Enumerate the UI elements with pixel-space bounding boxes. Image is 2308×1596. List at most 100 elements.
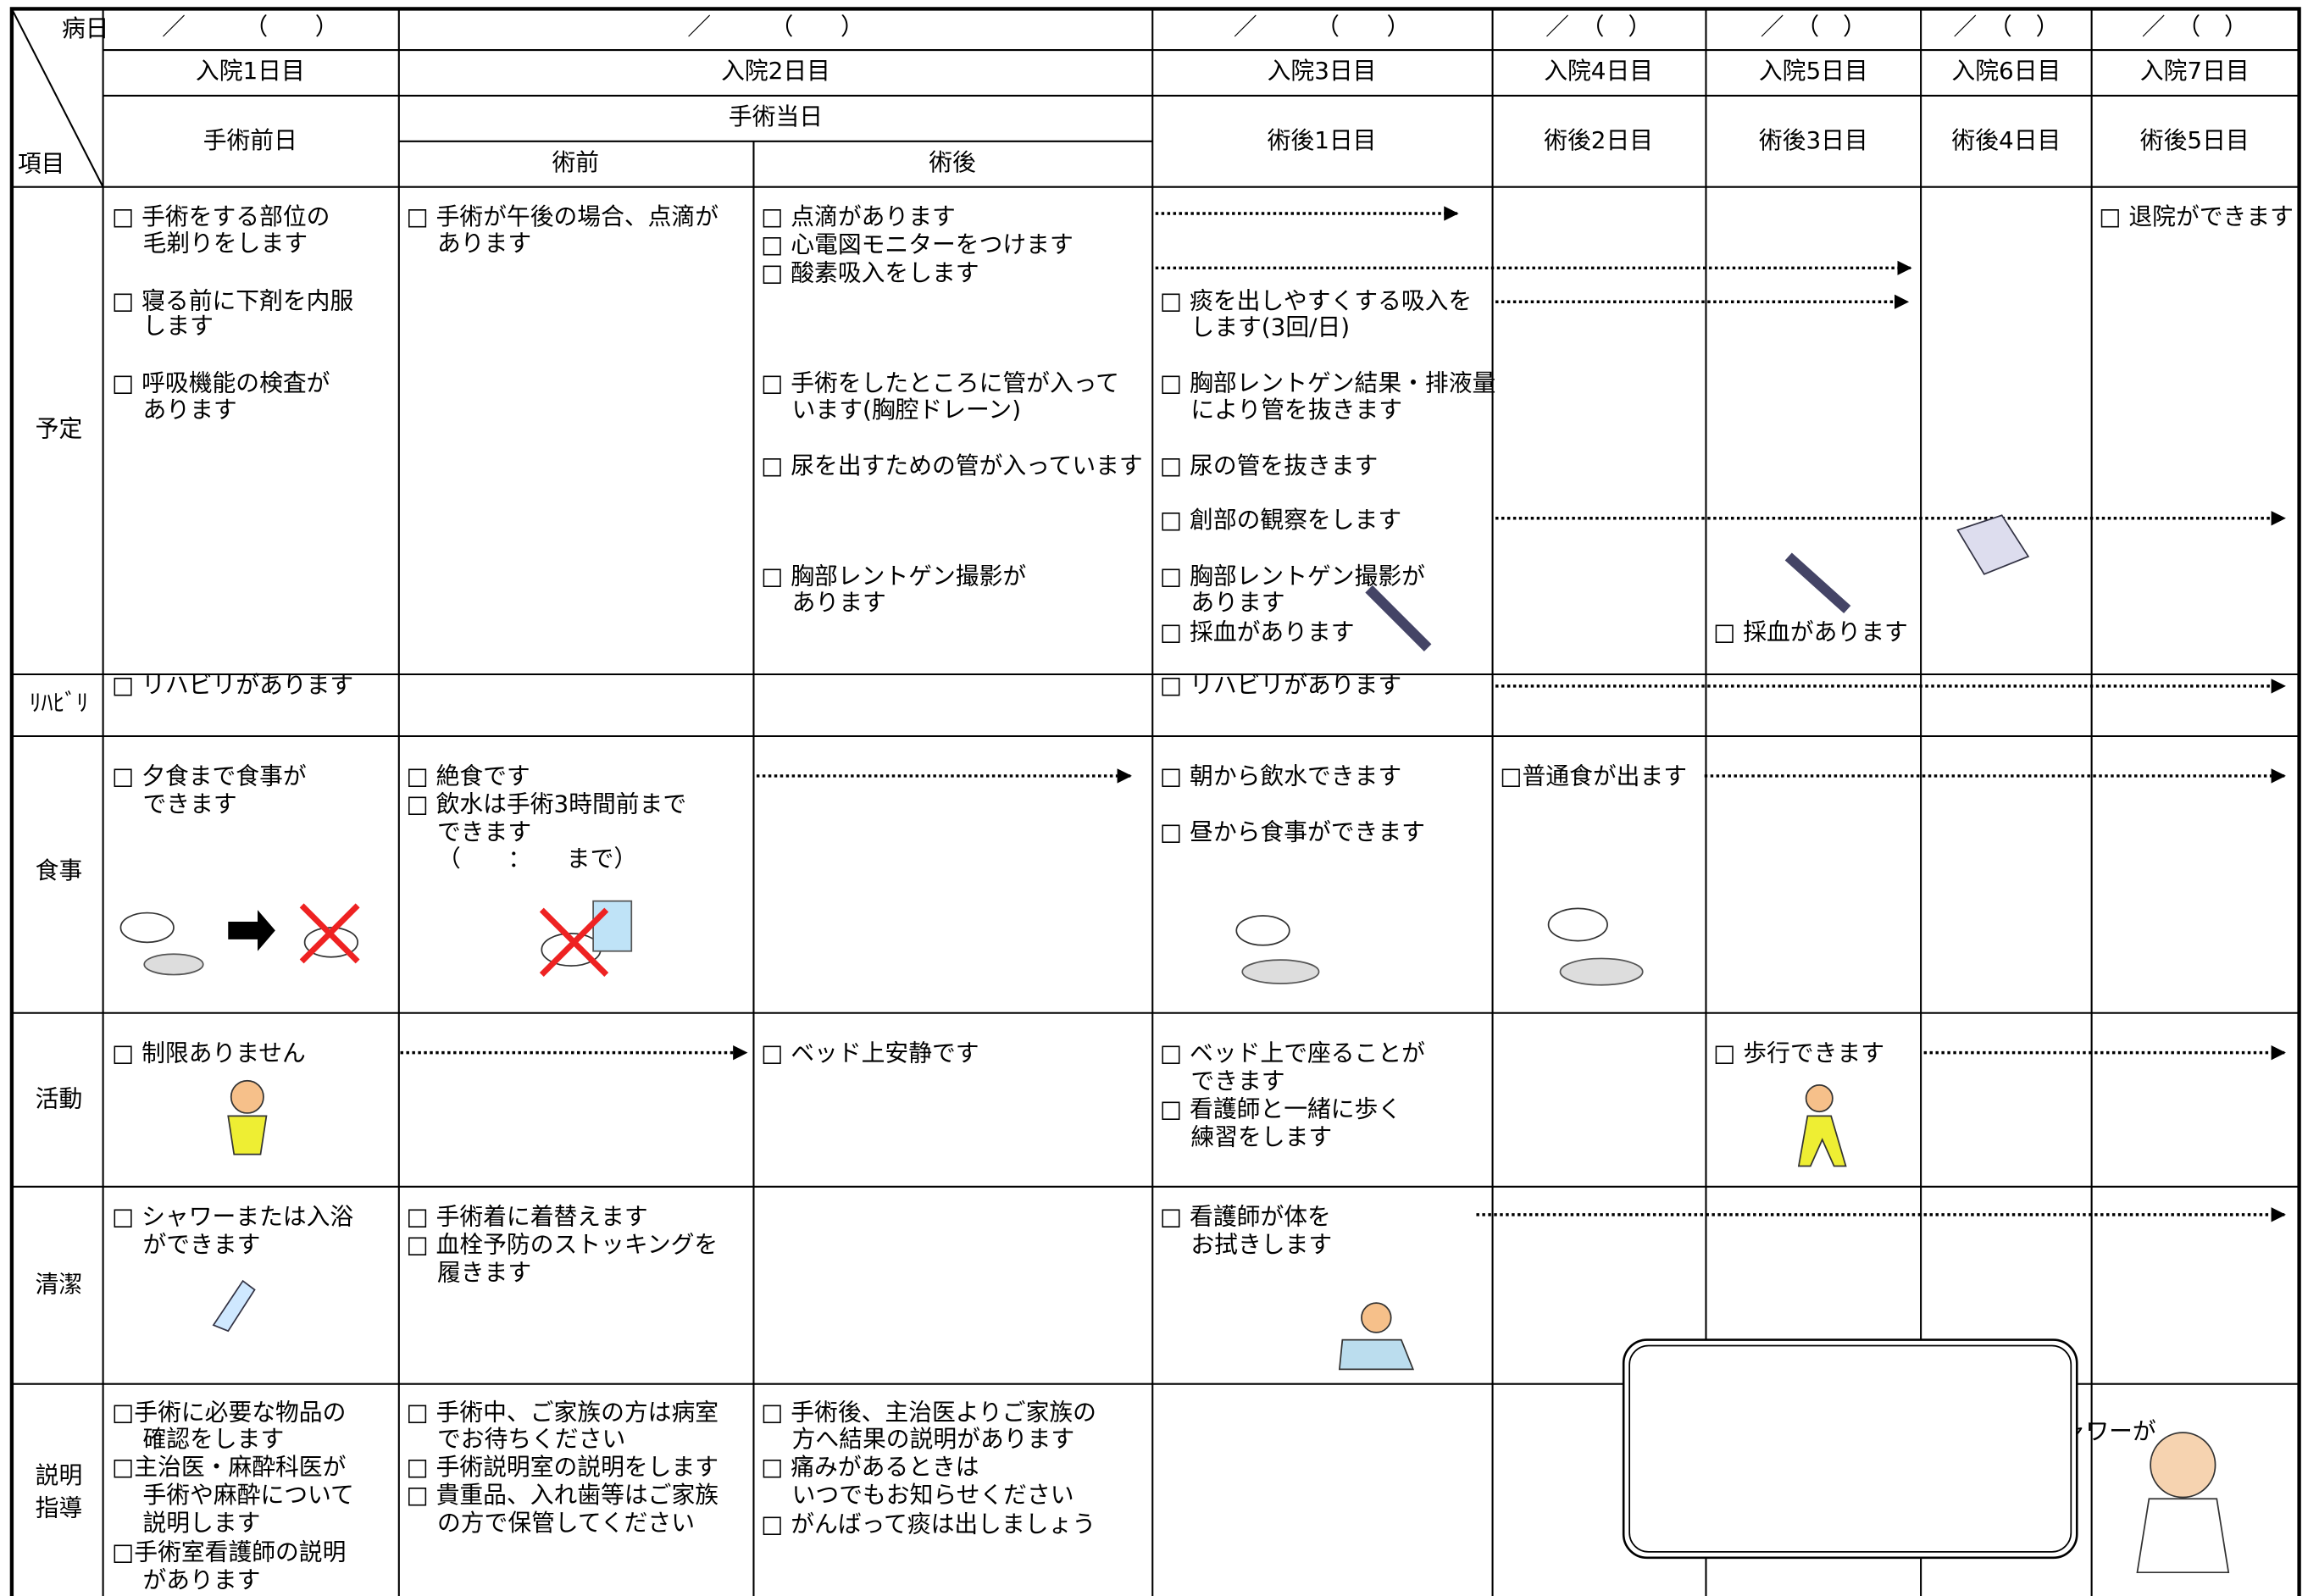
row-label-line: 指導 <box>36 1493 83 1521</box>
cell-text: いつでもお知らせください <box>792 1481 1074 1509</box>
cell-text: □ 朝から飲水できます <box>1160 762 1401 790</box>
cell-text: できます <box>143 790 237 818</box>
cell-text: □ 看護師が体を <box>1160 1202 1331 1230</box>
cell-text: □ 歩行できます <box>1713 1039 1884 1067</box>
cell-text: あります <box>1190 589 1284 617</box>
cell-text: 練習をします <box>1190 1122 1332 1150</box>
cell-text: □普通食が出ます <box>1500 762 1687 790</box>
cell-text: □ 点滴があります <box>761 202 956 230</box>
date-cell: ／ （ ） <box>1234 13 1410 41</box>
box-inner <box>1628 1344 2072 1553</box>
cell-text: お拭きします <box>1190 1230 1332 1258</box>
cell-text: により管を抜きます <box>1190 396 1402 424</box>
cell-text: □ 貴重品、入れ歯等はご家族 <box>406 1481 718 1509</box>
day-header: 入院2日目 <box>721 57 830 85</box>
grid <box>10 8 2300 1596</box>
cell-text: □ 手術着に着替えます <box>406 1202 647 1230</box>
shower-icon <box>212 1279 256 1333</box>
row-label: ﾘﾊﾋﾞﾘ <box>30 689 88 717</box>
cell-text: □ 痛みがあるときは <box>761 1453 979 1481</box>
cell-text: □ 夕食まで食事が <box>112 762 307 790</box>
cell-text: □手術に必要な物品の <box>112 1398 346 1426</box>
cell-text: □ 看護師と一緒に歩く <box>1160 1094 1401 1122</box>
cell-text: □ 酸素吸入をします <box>761 258 979 286</box>
day-header: 入院4日目 <box>1544 57 1653 85</box>
cell-text: 方へ結果の説明があります <box>792 1425 1075 1453</box>
cell-text: があります <box>143 1566 261 1594</box>
cell-text: 履きます <box>437 1258 531 1286</box>
cell-text: でお待ちください <box>437 1425 625 1453</box>
cell-text: □ 尿を出すための管が入っています <box>761 452 1143 479</box>
person-icon <box>1805 1084 1834 1113</box>
syringe-icon <box>1784 552 1851 614</box>
corner-label: 項目 <box>18 150 65 178</box>
row-label: 活動 <box>36 1084 83 1112</box>
cell-text: □ 退院ができます <box>2099 202 2294 230</box>
cell-text: （ ： まで） <box>437 845 637 873</box>
cell-text: □ リハビリがあります <box>1160 671 1401 699</box>
cell-text: □ 手術後、主治医よりご家族の <box>761 1398 1096 1426</box>
phase-header: 術後1日目 <box>1268 126 1377 154</box>
cell-text: います(胸腔ドレーン) <box>792 396 1021 424</box>
phase-header: 術後2日目 <box>1544 126 1653 154</box>
phase-header: 術前 <box>552 148 599 176</box>
cell-text: します(3回/日) <box>1190 313 1350 341</box>
cell-text: □ 制限ありません <box>112 1039 306 1067</box>
cell-text: □ 手術が午後の場合、点滴が <box>406 202 718 230</box>
cell-text: □ 胸部レントゲン結果・排液量 <box>1160 369 1495 397</box>
arrow-icon <box>228 910 275 951</box>
cell-text: □ 血栓予防のストッキングを <box>406 1230 718 1258</box>
cell-text: □ 飲水は手術3時間前まで <box>406 790 686 818</box>
cell-text: あります <box>792 589 886 617</box>
nurse-icon <box>2150 1432 2216 1499</box>
cell-text: □ がんばって痰は出しましょう <box>761 1510 1096 1538</box>
cell-text: □ 採血があります <box>1713 618 1908 646</box>
cell-text: あります <box>143 396 237 424</box>
box-outer <box>1622 1338 2078 1560</box>
cell-text: できます <box>1190 1067 1284 1094</box>
person-icon <box>1361 1302 1392 1333</box>
cell-text: □ リハビリがあります <box>112 671 353 699</box>
person-icon <box>1338 1338 1415 1371</box>
plate-icon <box>143 953 204 976</box>
day-header: 入院1日目 <box>196 57 305 85</box>
outer-border <box>9 7 2301 1596</box>
cell-text: □ 手術をしたところに管が入って <box>761 369 1119 397</box>
cell-text: □ 胸部レントゲン撮影が <box>761 562 1026 590</box>
cell-text: □ ベッド上安静です <box>761 1039 979 1067</box>
cell-text: の方で保管してください <box>437 1509 695 1537</box>
cell-text: □ 昼から食事ができます <box>1160 818 1425 846</box>
cell-text: □主治医・麻酔科医が <box>112 1453 347 1481</box>
cell-text: します <box>143 312 214 340</box>
cell-text: □ 手術をする部位の <box>112 202 330 230</box>
rule <box>10 8 104 188</box>
phase-header: 術後5日目 <box>2140 126 2250 154</box>
cell-text: □ 心電図モニターをつけます <box>761 230 1074 258</box>
cell-text: □ 胸部レントゲン撮影が <box>1160 562 1425 590</box>
cell-text: □ 痰を出しやすくする吸入を <box>1160 286 1472 314</box>
cell-text: □ 尿の管を抜きます <box>1160 452 1378 479</box>
date-cell: ／ （ ） <box>1953 13 2059 41</box>
cell-text: □手術室看護師の説明 <box>112 1538 346 1566</box>
bowl-icon <box>1547 907 1608 942</box>
phase-header: 術後 <box>929 148 976 176</box>
row-label: 清潔 <box>36 1270 83 1298</box>
cell-text: □ 絶食です <box>406 762 530 790</box>
cross-icon <box>299 903 360 964</box>
cell-text: できます <box>437 818 531 846</box>
plate-icon <box>1241 959 1320 984</box>
cell-text: □ 呼吸機能の検査が <box>112 369 330 397</box>
cell-text: □ 寝る前に下剤を内服 <box>112 286 353 314</box>
row-label: 食事 <box>36 856 83 884</box>
row-label-line: 説明 <box>36 1461 83 1489</box>
date-cell: ／ （ ） <box>687 13 863 41</box>
date-cell: ／ （ ） <box>2142 13 2248 41</box>
cell-text: □ 手術中、ご家族の方は病室 <box>406 1398 718 1426</box>
bowl-icon <box>1235 915 1290 946</box>
date-cell: ／ （ ） <box>1761 13 1867 41</box>
row-label: 説明指導 <box>36 1461 83 1521</box>
cell-text: 手術や麻酔について <box>143 1481 354 1509</box>
day-header: 入院3日目 <box>1268 57 1377 85</box>
cell-text: □ ベッド上で座ることが <box>1160 1039 1425 1067</box>
icons <box>119 514 2230 1574</box>
